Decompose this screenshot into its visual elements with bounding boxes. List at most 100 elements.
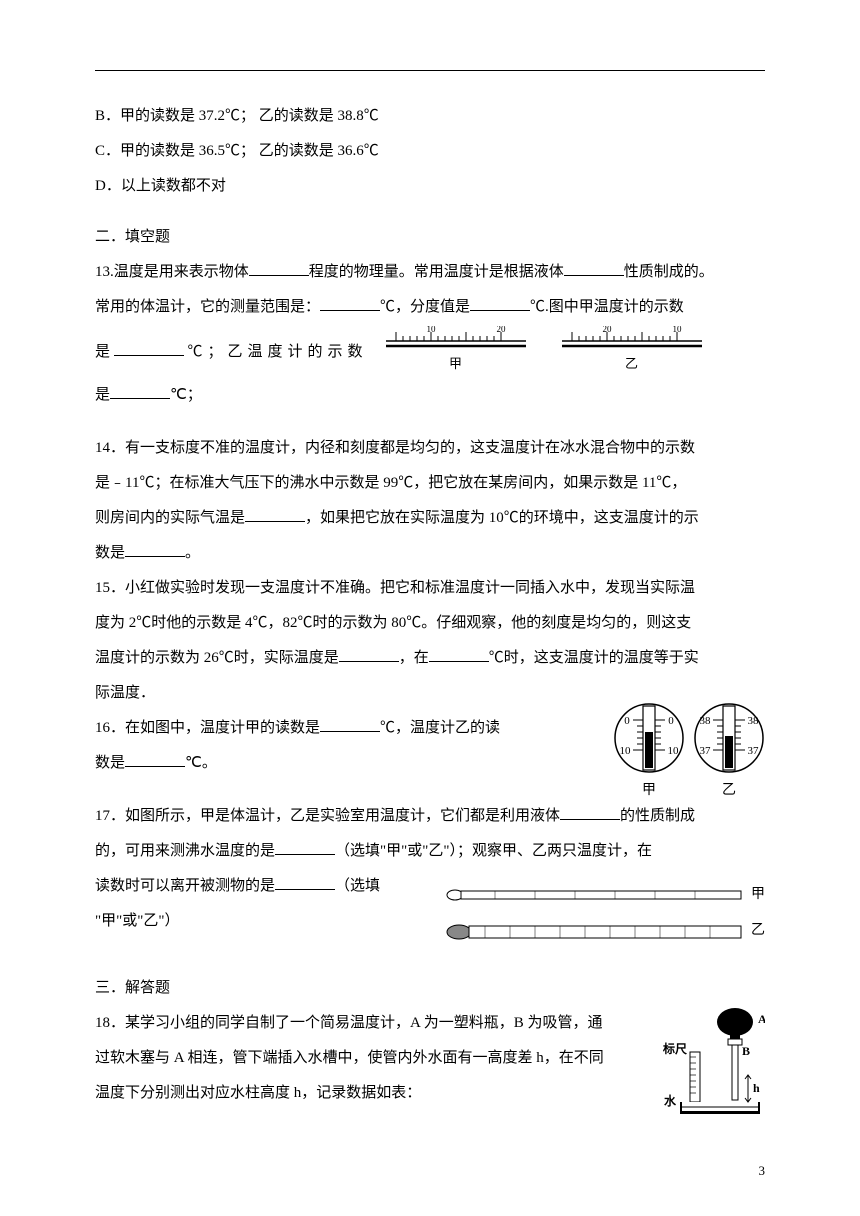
thermometer-jia-icon: 0 0 10 10 甲: [613, 702, 685, 807]
q18-line1: 18．某学习小组的同学自制了一个简易温度计，A 为一塑料瓶，B 为吸管，通: [95, 1007, 615, 1040]
fig-label: 甲: [613, 776, 685, 807]
blank: [320, 296, 380, 311]
fig-label: 乙: [693, 776, 765, 807]
q14-line2: 是﹣11℃；在标准大气压下的沸水中示数是 99℃，把它放在某房间内，如果示数是 …: [95, 467, 765, 500]
q13-text: ℃.图中甲温度计的示数: [530, 299, 684, 315]
q17-line2: 的，可用来测沸水温度的是 （选填"甲"或"乙"）；观察甲、乙两只温度计，在: [95, 835, 765, 868]
q17-text: （选填"甲"或"乙"）；观察甲、乙两只温度计，在: [335, 843, 652, 859]
q14-line4: 数是 。: [95, 537, 765, 570]
blank: [320, 717, 380, 732]
q15-line1: 15．小红做实验时发现一支温度计不准确。把它和标准温度计一同插入水中，发现当实际…: [95, 572, 765, 605]
svg-text:水: 水: [664, 1093, 677, 1108]
option-d: D．以上读数都不对: [95, 170, 765, 203]
svg-text:20: 20: [602, 326, 612, 334]
q13-line1: 13.温度是用来表示物体 程度的物理量。常用温度计是根据液体 性质制成的。: [95, 256, 765, 289]
q17-text: 的，可用来测沸水温度的是: [95, 843, 275, 859]
q13-text: ℃，分度值是: [380, 299, 470, 315]
q17-figures: 甲 乙: [445, 880, 765, 954]
clinical-thermometer-icon: 甲: [445, 880, 765, 911]
svg-text:38: 38: [700, 715, 712, 727]
q13-text: ℃；: [170, 387, 202, 403]
q13-text: 程度的物理量。常用温度计是根据液体: [309, 264, 564, 280]
q15-text: ，在: [399, 650, 429, 666]
svg-text:38: 38: [748, 715, 760, 727]
svg-text:0: 0: [668, 715, 674, 727]
blank: [245, 507, 305, 522]
top-rule: [95, 70, 765, 71]
q17-text: 17．如图所示，甲是体温计，乙是实验室用温度计，它们都是利用液体: [95, 808, 560, 824]
q18: 18．某学习小组的同学自制了一个简易温度计，A 为一塑料瓶，B 为吸管，通 过软…: [95, 1007, 765, 1110]
q17-text: 的性质制成: [620, 808, 695, 824]
q16-text: 数是: [95, 755, 125, 771]
q15-line3: 温度计的示数为 26℃时，实际温度是 ，在 ℃时，这支温度计的温度等于实: [95, 642, 765, 675]
q16-text: ℃。: [185, 755, 217, 771]
ruler-icon: 10 20: [386, 326, 526, 348]
blank: [339, 647, 399, 662]
section-3-title: 三．解答题: [95, 972, 765, 1005]
q14-text: 数是: [95, 545, 125, 561]
page-number: 3: [759, 1157, 766, 1186]
blank: [110, 384, 170, 399]
q17-line4: "甲"或"乙"）: [95, 905, 395, 938]
q16-text: ℃，温度计乙的读: [380, 720, 500, 736]
q17-text: 读数时可以离开被测物的是: [95, 878, 275, 894]
svg-text:10: 10: [620, 745, 632, 757]
ruler-label: 甲: [386, 350, 526, 379]
q13-text: 常用的体温计，它的测量范围是：: [95, 299, 320, 315]
ruler-icon: 20 10: [562, 326, 702, 348]
q13-text: 是: [95, 387, 110, 403]
ruler-yi: 20 10 乙: [562, 326, 702, 379]
q13-text: 是: [95, 344, 110, 360]
q16-text: 16．在如图中，温度计甲的读数是: [95, 720, 320, 736]
q15-text: 温度计的示数为 26℃时，实际温度是: [95, 650, 339, 666]
q16-line2: 数是 ℃。: [95, 747, 515, 780]
svg-text:20: 20: [496, 326, 506, 334]
svg-text:h: h: [753, 1081, 760, 1095]
blank: [470, 296, 530, 311]
blank: [275, 840, 335, 855]
q13-text: 性质制成的。: [624, 264, 714, 280]
q17-line3-row: 读数时可以离开被测物的是（选填 "甲"或"乙"） 甲: [95, 870, 765, 938]
blank: [564, 261, 624, 276]
q16: 16．在如图中，温度计甲的读数是 ℃，温度计乙的读 数是 ℃。: [95, 712, 765, 780]
q17-line3: 读数时可以离开被测物的是（选填: [95, 870, 395, 903]
blank: [249, 261, 309, 276]
q16-figures: 0 0 10 10 甲: [613, 702, 765, 807]
diy-thermometer-icon: A B 标尺 水 h: [660, 1007, 765, 1130]
q13-text: ℃；乙温度计的示数: [188, 344, 368, 360]
svg-text:A: A: [758, 1012, 765, 1026]
q14-text: ，如果把它放在实际温度为 10℃的环境中，这支温度计的示: [305, 510, 699, 526]
blank: [125, 542, 185, 557]
ruler-jia: 10 20 甲: [386, 326, 526, 379]
q14-line3: 则房间内的实际气温是 ，如果把它放在实际温度为 10℃的环境中，这支温度计的示: [95, 502, 765, 535]
option-b: B．甲的读数是 37.2℃； 乙的读数是 38.8℃: [95, 100, 765, 133]
svg-text:标尺: 标尺: [662, 1041, 687, 1056]
blank: [560, 805, 620, 820]
q14-text: 则房间内的实际气温是: [95, 510, 245, 526]
blank: [275, 875, 335, 890]
page-content: B．甲的读数是 37.2℃； 乙的读数是 38.8℃ C．甲的读数是 36.5℃…: [95, 70, 765, 1110]
svg-text:37: 37: [700, 745, 712, 757]
option-c: C．甲的读数是 36.5℃； 乙的读数是 36.6℃: [95, 135, 765, 168]
blank: [125, 752, 185, 767]
q14-text: 。: [185, 545, 200, 561]
q15-line2: 度为 2℃时他的示数是 4℃，82℃时的示数为 80℃。仔细观察，他的刻度是均匀…: [95, 607, 765, 640]
blank: [114, 341, 184, 356]
q16-line1: 16．在如图中，温度计甲的读数是 ℃，温度计乙的读: [95, 712, 515, 745]
q18-line3: 温度下分别测出对应水柱高度 h，记录数据如表：: [95, 1077, 615, 1110]
svg-text:10: 10: [672, 326, 682, 334]
q18-line2: 过软木塞与 A 相连，管下端插入水槽中，使管内外水面有一高度差 h，在不同: [95, 1042, 615, 1075]
fig-label: 甲: [751, 880, 765, 911]
svg-text:10: 10: [426, 326, 436, 334]
svg-text:B: B: [742, 1044, 750, 1058]
q14-line1: 14．有一支标度不准的温度计，内径和刻度都是均匀的，这支温度计在冰水混合物中的示…: [95, 432, 765, 465]
q15-text: ℃时，这支温度计的温度等于实: [489, 650, 699, 666]
svg-text:10: 10: [668, 745, 680, 757]
q13-line3: 是 ℃；乙温度计的示数 10 20 甲: [95, 326, 765, 379]
fig-label: 乙: [751, 916, 765, 947]
thermometer-yi-icon: 38 38 37 37 乙: [693, 702, 765, 807]
svg-text:0: 0: [624, 715, 630, 727]
q13-text: 13.温度是用来表示物体: [95, 264, 249, 280]
ruler-label: 乙: [562, 350, 702, 379]
q13-line2: 常用的体温计，它的测量范围是： ℃，分度值是 ℃.图中甲温度计的示数: [95, 291, 765, 324]
